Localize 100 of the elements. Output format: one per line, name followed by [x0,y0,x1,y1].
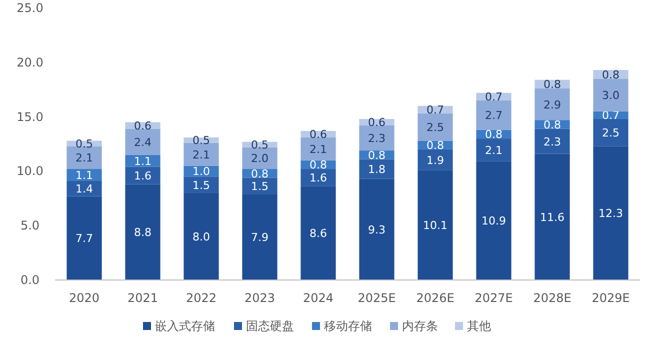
data-label: 0.7 [602,109,620,122]
bar [476,138,512,162]
data-label: 10.1 [423,219,448,232]
legend-label: 其他 [467,319,491,333]
data-label: 0.8 [251,167,268,180]
bar [418,170,453,280]
data-label: 0.8 [602,68,620,82]
data-label: 1.5 [192,178,210,192]
bar [593,78,628,112]
bar [534,88,570,120]
bar [184,142,219,166]
data-label: 0.5 [251,138,268,152]
data-label: 2.5 [602,126,620,140]
data-label: 0.8 [544,118,561,132]
bar [300,186,336,280]
data-label: 1.1 [76,169,93,182]
data-label: 1.1 [134,154,152,168]
y-tick-label: 25.0 [16,1,44,15]
x-tick-label: 2029E [592,291,630,305]
data-label: 0.6 [368,116,386,130]
data-label: 8.0 [192,230,210,244]
x-tick-label: 2028E [533,291,572,305]
data-label: 1.8 [368,163,386,176]
data-label: 0.6 [134,120,152,133]
data-label: 1.0 [192,165,210,178]
bar [125,166,160,184]
data-label: 0.8 [310,158,327,172]
data-label: 2.5 [426,121,444,134]
bar [300,169,336,186]
data-label: 0.6 [310,128,327,142]
bar [534,128,570,154]
bar [125,184,160,280]
bar [184,192,219,280]
bar [359,178,394,280]
data-label: 2.7 [485,109,502,122]
legend-label: 移动存储 [324,319,372,333]
bar [125,154,160,167]
data-label: 0.7 [426,104,444,117]
data-label: 2.1 [310,142,327,156]
legend-label: 固态硬盘 [246,319,294,333]
data-label: 10.9 [482,214,506,228]
x-tick-label: 2027E [474,291,513,305]
bar [242,178,278,194]
data-label: 1.6 [134,170,152,183]
x-tick-label: 2023 [244,291,276,305]
data-label: 2.0 [251,152,268,166]
data-label: 1.4 [76,182,93,196]
x-tick-label: 2021 [127,291,158,305]
data-label: 8.8 [134,226,152,240]
bar [476,161,512,280]
x-tick-label: 2024 [302,291,334,305]
data-label: 2.1 [485,144,502,157]
data-label: 7.7 [76,232,93,246]
data-label: 11.6 [540,210,564,224]
bar [418,149,453,170]
bar [125,128,160,155]
bar [593,146,628,280]
bar [476,100,512,130]
bar [242,147,278,170]
x-tick-label: 2025E [358,291,396,305]
legend-label: 嵌入式存储 [155,319,215,333]
x-tick-label: 2020 [68,291,100,305]
data-label: 2.4 [134,136,152,149]
y-tick-label: 10.0 [16,164,44,178]
data-label: 2.3 [368,132,386,146]
x-tick-label: 2022 [186,291,217,305]
data-label: 2.1 [192,148,210,162]
data-label: 0.8 [485,128,502,142]
data-label: 1.6 [310,172,327,185]
data-label: 1.9 [426,154,444,167]
data-label: 0.5 [192,134,210,148]
y-tick-label: 20.0 [16,55,44,70]
y-tick-label: 5.0 [20,218,40,233]
data-label: 0.7 [485,90,502,104]
data-label: 9.3 [368,223,386,236]
bar [418,114,453,141]
bar [66,180,102,196]
data-label: 3.0 [602,89,620,102]
bar [66,196,102,280]
data-label: 2.3 [544,135,561,148]
bar [359,126,394,151]
bar [593,118,628,146]
bar [66,169,102,181]
data-label: 0.8 [368,148,386,162]
bar [534,154,570,280]
data-label: 0.8 [544,78,561,92]
data-label: 0.5 [76,137,93,150]
data-label: 7.9 [251,231,268,244]
data-label: 2.9 [544,98,561,112]
legend-label: 内存条 [402,319,438,333]
data-label: 8.6 [310,227,327,240]
bar [359,159,394,179]
y-tick-label: 0.0 [20,273,40,287]
data-label: 12.3 [598,207,623,220]
bar [300,137,336,160]
x-tick-label: 2026E [416,291,454,305]
y-tick-label: 15.0 [16,110,44,124]
data-label: 2.1 [76,152,93,165]
data-label: 0.8 [426,139,444,152]
data-label: 1.5 [251,180,268,193]
